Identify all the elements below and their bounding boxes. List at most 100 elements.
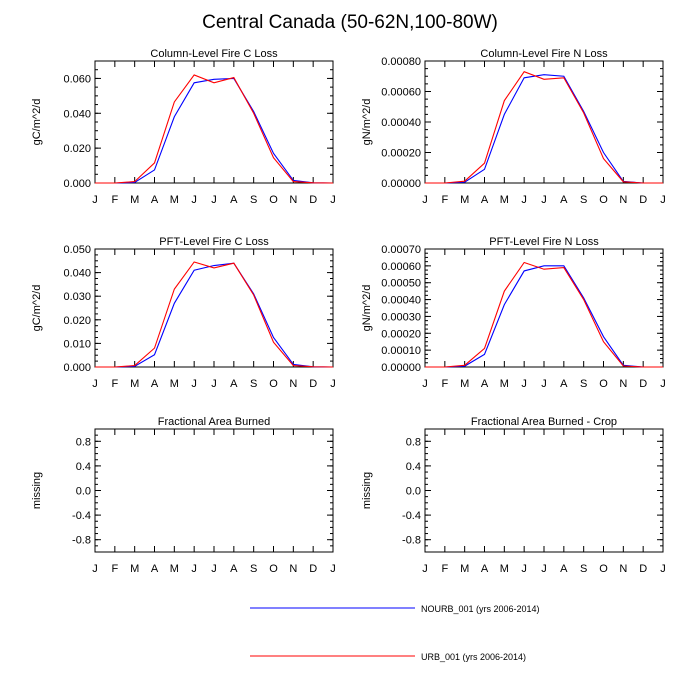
y-tick-label: 0.000 [63,362,91,374]
y-tick-label: -0.8 [72,535,91,547]
x-tick-label: F [441,563,448,575]
y-axis-label: gC/m^2/d [31,285,43,332]
figure-title: Central Canada (50-62N,100-80W) [202,12,498,33]
panel-title: Column-Level Fire C Loss [150,48,278,60]
legend: NOURB_001 (yrs 2006-2014) URB_001 (yrs 20… [250,604,540,662]
series-line-nourb [425,74,663,184]
x-tick-label: J [211,194,217,206]
x-tick-label: O [599,563,608,575]
x-tick-label: O [269,194,278,206]
x-tick-label: A [230,563,238,575]
x-tick-label: M [130,194,139,206]
x-tick-label: N [289,378,297,390]
x-tick-label: J [660,194,666,206]
y-axis-label: missing [31,472,43,509]
x-tick-label: A [151,378,159,390]
chart-panel-4: PFT-Level Fire N Loss gN/m^2/d 0.00000 0.00… [361,236,666,390]
y-tick-label: 0.020 [63,315,91,327]
y-tick-label: 0.0 [406,486,421,498]
chart-panel-1: Column-Level Fire C Loss gC/m^2/d 0.000 0.0… [31,48,336,206]
y-tick-label: -0.4 [72,510,91,522]
x-tick-label: M [130,563,139,575]
x-tick-label: J [660,378,666,390]
series-line-nourb [95,262,334,368]
x-tick-label: M [500,563,509,575]
x-tick-label: S [580,194,587,206]
series-line-nourb [425,265,663,368]
x-tick-label: O [269,378,278,390]
panel-title: Fractional Area Burned - Crop [471,416,617,428]
y-tick-label: -0.4 [402,510,421,522]
x-tick-label: F [111,563,118,575]
x-tick-label: J [191,378,197,390]
x-tick-label: S [250,378,257,390]
x-tick-label: J [92,194,98,206]
y-tick-label: 0.00040 [381,295,421,307]
y-tick-label: 0.00000 [381,362,421,374]
x-tick-label: A [151,563,159,575]
y-tick-label: 0.8 [406,436,421,448]
x-tick-label: M [130,378,139,390]
x-tick-label: J [191,194,197,206]
y-tick-label: 0.00000 [381,178,421,190]
chart-panel-3: PFT-Level Fire C Loss gC/m^2/d 0.000 0.010 0… [31,236,336,390]
y-axis-label: gN/m^2/d [361,99,373,146]
y-tick-label: 0.00070 [381,244,421,256]
chart-panel-5: Fractional Area Burned missing -0.8 -0.4 0.0… [31,416,336,575]
y-axis-label: gC/m^2/d [31,99,43,146]
y-tick-label: 0.00020 [381,148,421,160]
x-tick-label: J [422,194,428,206]
x-tick-label: A [481,378,489,390]
x-tick-label: N [289,563,297,575]
y-tick-label: 0.8 [76,436,91,448]
x-tick-label: O [599,194,608,206]
y-tick-label: 0.00040 [381,117,421,129]
x-tick-label: M [460,378,469,390]
series-line-urb [95,74,334,184]
y-tick-label: 0.00050 [381,278,421,290]
x-tick-label: D [309,563,317,575]
x-tick-label: F [441,378,448,390]
x-tick-label: M [170,563,179,575]
x-tick-label: M [170,378,179,390]
x-tick-label: J [330,378,336,390]
panel-title: Fractional Area Burned [158,416,271,428]
y-tick-label: 0.00020 [381,328,421,340]
x-tick-label: J [521,194,527,206]
x-tick-label: D [309,378,317,390]
y-tick-label: 0.00030 [381,311,421,323]
plot-frame [424,428,664,553]
panel-title: PFT-Level Fire C Loss [159,236,269,248]
legend-label-urb: URB_001 (yrs 2006-2014) [421,652,526,662]
series-line-urb [425,71,663,184]
x-tick-label: J [660,563,666,575]
x-tick-label: A [560,563,568,575]
x-tick-label: O [269,563,278,575]
x-tick-label: J [541,194,547,206]
y-tick-label: 0.00010 [381,345,421,357]
plot-frame [424,248,664,368]
y-tick-label: 0.000 [63,178,91,190]
x-tick-label: O [599,378,608,390]
y-axis-label: gN/m^2/d [361,285,373,332]
y-tick-label: -0.8 [402,535,421,547]
y-tick-label: 0.0 [76,486,91,498]
series-line-urb [425,261,663,368]
x-tick-label: A [560,194,568,206]
x-tick-label: J [541,563,547,575]
x-tick-label: F [441,194,448,206]
x-tick-label: J [211,563,217,575]
x-tick-label: M [460,194,469,206]
series-line-nourb [95,77,334,184]
plot-frame [94,248,334,368]
x-tick-label: M [500,194,509,206]
x-tick-label: S [580,563,587,575]
x-tick-label: A [230,194,238,206]
x-tick-label: J [422,563,428,575]
legend-label-nourb: NOURB_001 (yrs 2006-2014) [421,604,540,614]
x-tick-label: A [481,563,489,575]
x-tick-label: J [211,378,217,390]
x-tick-label: A [560,378,568,390]
x-tick-label: J [330,563,336,575]
